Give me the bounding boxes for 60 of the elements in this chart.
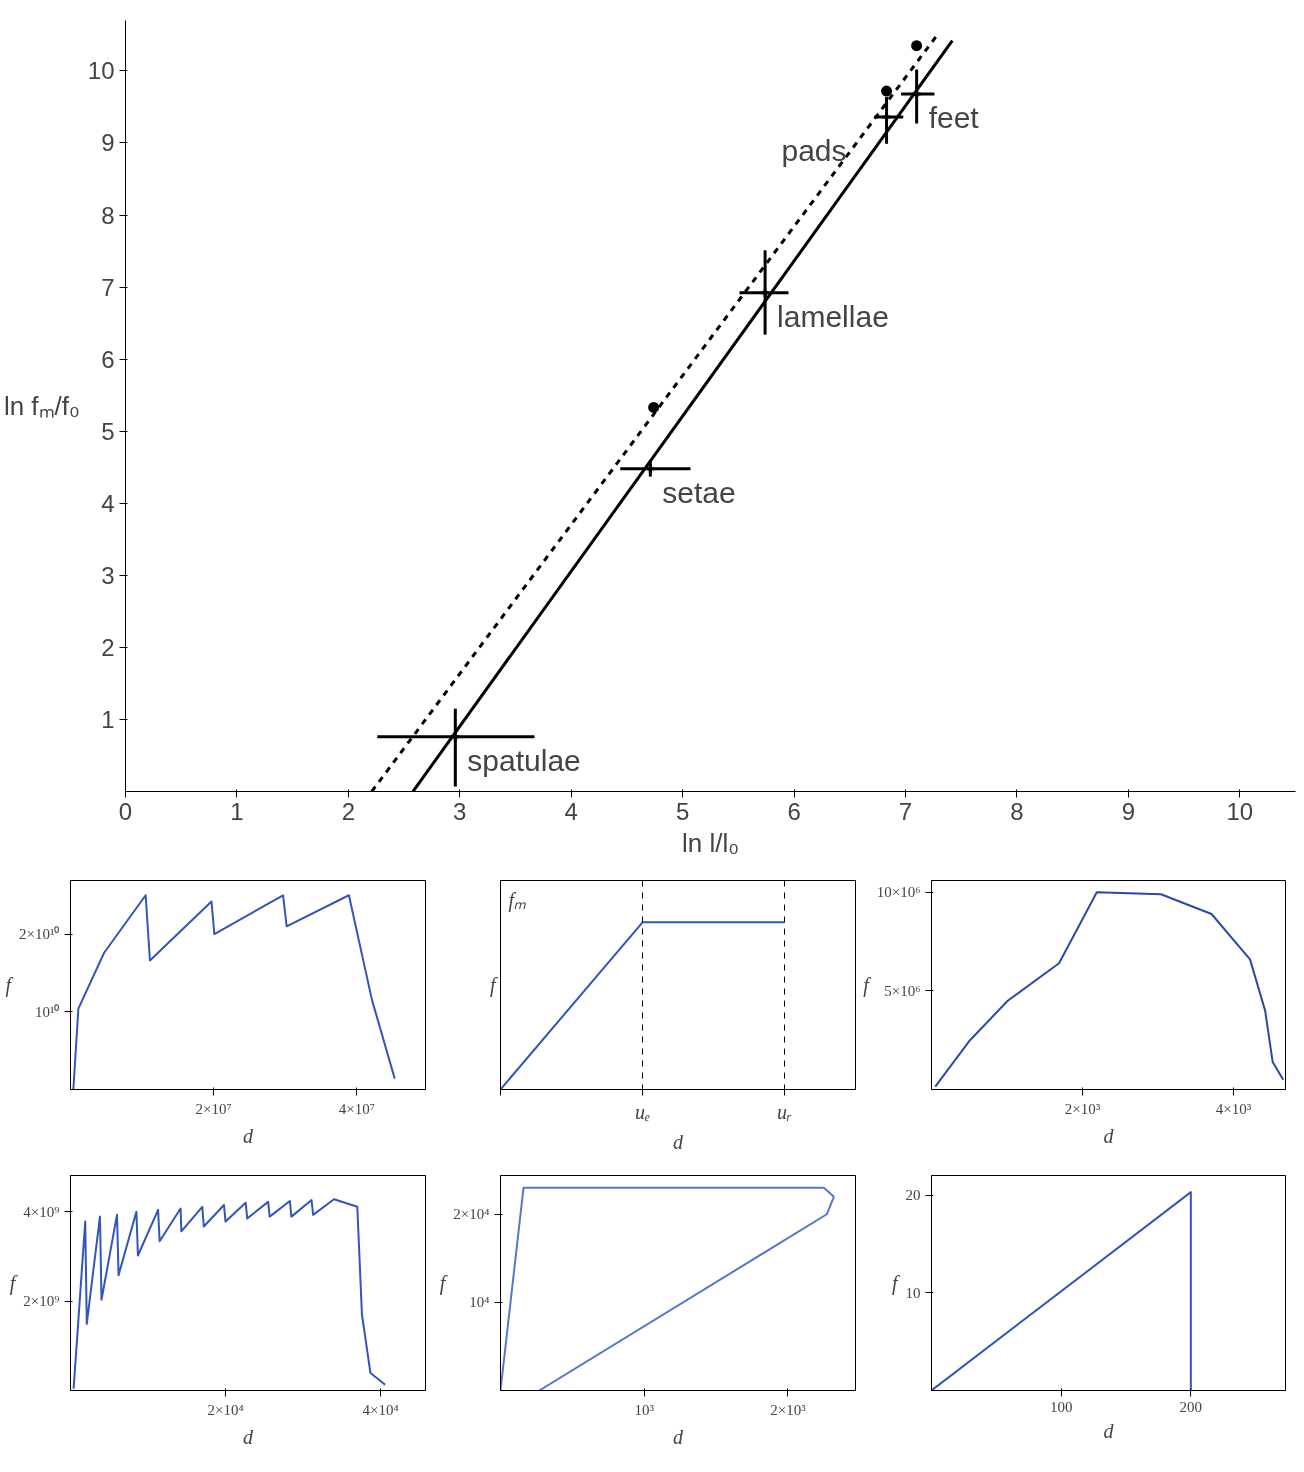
x-tick-label: 2×10³	[1064, 1100, 1101, 1117]
x-axis-title: ln l/l₀	[681, 827, 740, 858]
x-tick-label: 2×10³	[770, 1401, 807, 1418]
x-tick-label: 2×10⁴	[207, 1401, 244, 1418]
y-tick-label: 20	[905, 1187, 921, 1204]
y-axis-title: f	[489, 974, 498, 997]
y-tick-label: 6	[101, 345, 115, 373]
x-tick-label: 200	[1179, 1398, 1203, 1415]
y-tick-label: 7	[101, 273, 115, 301]
y-axis-title: f	[9, 1272, 18, 1295]
y-tick-label: 3	[101, 561, 115, 589]
y-tick-label: 8	[101, 201, 115, 229]
x-axis-title: d	[1103, 1124, 1115, 1147]
x-tick-label: 6	[787, 797, 801, 825]
y-tick-label: 10×10⁶	[876, 884, 921, 901]
y-tick-label: 10¹⁰	[35, 1003, 60, 1020]
y-tick-label: 2×10¹⁰	[19, 926, 60, 943]
x-tick-label: 100	[1049, 1398, 1073, 1415]
x-tick-label: 1	[230, 797, 244, 825]
x-tick-label: 4	[564, 797, 578, 825]
x-axis-title: d	[243, 1425, 254, 1448]
y-tick-label: 10⁴	[469, 1294, 490, 1311]
x-tick-label: 10³	[634, 1401, 655, 1418]
x-tick-label: 4×10³	[1215, 1100, 1252, 1117]
y-axis-title: ln fₘ/f₀	[3, 391, 80, 421]
y-tick-label: 10	[87, 57, 115, 85]
y-tick-label: 1	[101, 705, 115, 733]
x-axis-title: d	[673, 1425, 684, 1448]
y-tick-label: 9	[101, 129, 115, 157]
annotation: feet	[928, 101, 980, 134]
annotation: spatulae	[467, 743, 581, 777]
y-tick-label: 2	[101, 633, 115, 661]
x-tick-label: 5	[675, 797, 690, 825]
y-axis-title: f	[5, 974, 14, 997]
x-tick-label: 9	[1121, 797, 1136, 825]
x-axis-title: d	[673, 1130, 684, 1153]
annotation: lamellae	[777, 299, 889, 333]
x-tick-label: 2×10⁷	[195, 1100, 232, 1117]
x-axis-title: d	[243, 1124, 254, 1147]
y-tick-label: 4	[101, 489, 115, 517]
y-tick-label: 5	[101, 417, 115, 445]
x-tick-label: uᵣ	[777, 1100, 793, 1123]
x-tick-label: uₑ	[634, 1100, 651, 1123]
x-tick-label: 0	[118, 797, 133, 825]
y-tick-label: 5×10⁶	[884, 982, 921, 999]
x-tick-label: 2	[341, 797, 356, 825]
annotation: pads	[781, 134, 847, 168]
y-tick-label: 10	[905, 1284, 921, 1301]
y-axis-title: f	[863, 974, 872, 997]
text: fₘ	[508, 888, 527, 912]
y-axis-title: f	[439, 1272, 448, 1295]
x-tick-label: 4×10⁷	[338, 1100, 375, 1117]
y-axis-title: f	[891, 1272, 900, 1295]
y-tick-label: 4×10⁹	[23, 1203, 60, 1220]
y-tick-label: 2×10⁹	[23, 1293, 60, 1310]
x-tick-label: 8	[1010, 797, 1024, 825]
x-tick-label: 4×10⁴	[362, 1401, 399, 1418]
x-axis-title: d	[1103, 1419, 1115, 1442]
annotation: setae	[662, 475, 736, 509]
x-tick-label: 10	[1226, 797, 1254, 825]
